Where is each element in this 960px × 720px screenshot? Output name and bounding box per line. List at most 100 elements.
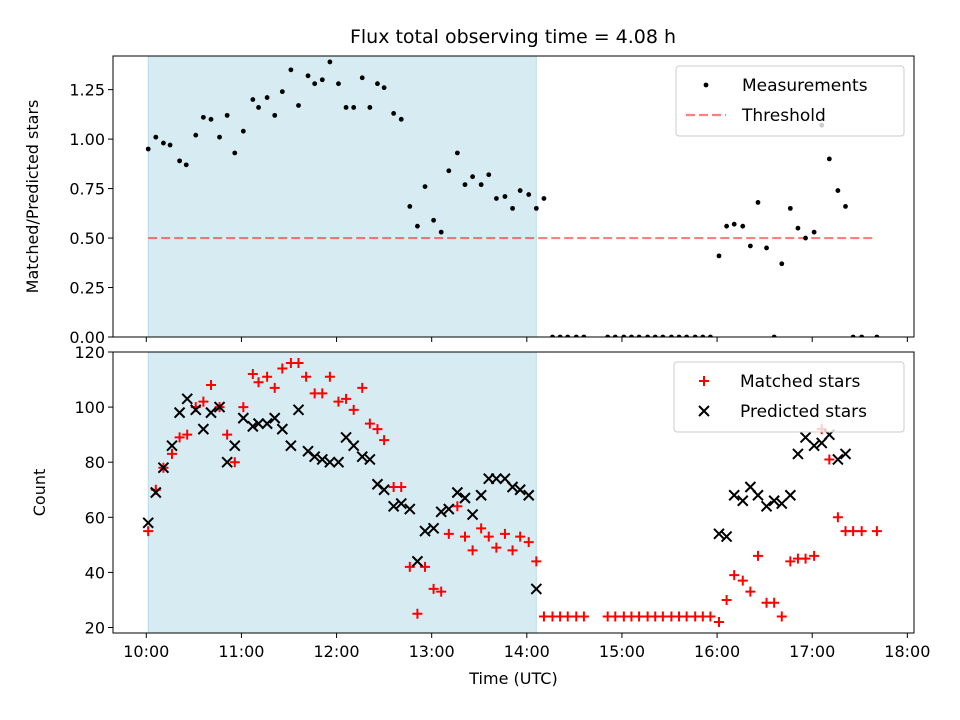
y-tick-label: 0.25 — [69, 279, 105, 298]
matched-star-point — [769, 597, 780, 608]
predicted-star-point — [347, 439, 360, 452]
x-tick-label: 13:00 — [409, 642, 455, 661]
x-tick-label: 18:00 — [884, 642, 930, 661]
measurement-point — [375, 81, 380, 87]
markers — [142, 358, 882, 627]
legend: Matched stars Predicted stars — [673, 361, 905, 433]
predicted-star-point — [364, 453, 376, 466]
measurement-point — [843, 203, 848, 209]
measurement-point — [787, 205, 793, 211]
legend-label: Predicted stars — [740, 402, 867, 422]
matched-star-point — [459, 531, 470, 542]
measurement-point — [565, 334, 571, 337]
matched-star-point — [333, 396, 344, 407]
x-tick-label: 11:00 — [218, 642, 264, 661]
observing-span — [147, 55, 537, 338]
measurement-point — [486, 172, 492, 178]
predicted-star-point — [205, 406, 217, 419]
bottom-panel: 20 40 60 80 100 120 10:00 11:00 12:00 13:00 14:00 1… — [30, 343, 930, 688]
predicted-star-point — [404, 503, 416, 515]
matched-star-point — [341, 393, 352, 404]
matched-star-point — [491, 542, 502, 553]
measurement-point — [874, 334, 880, 337]
predicted-star-point — [292, 404, 305, 416]
matched-star-point — [562, 611, 573, 622]
measurement-point — [240, 128, 246, 134]
predicted-star-point — [713, 528, 725, 540]
measurement-point — [183, 162, 189, 168]
predicted-star-point — [451, 486, 464, 499]
measurement-point — [684, 334, 690, 337]
measurement-point — [850, 334, 856, 337]
predicted-star-point — [792, 448, 804, 460]
measurement-point — [581, 334, 587, 337]
matched-star-point — [523, 537, 534, 548]
matched-star-point — [824, 454, 835, 465]
measurement-point — [407, 203, 413, 209]
predicted-star-point — [776, 497, 788, 510]
matched-star-point — [531, 556, 542, 567]
measurement-point — [740, 223, 746, 229]
measurement-point — [669, 334, 674, 337]
measurement-point — [272, 112, 278, 118]
matched-star-point — [443, 528, 454, 539]
measurement-point — [446, 168, 452, 174]
x-axis-label: Time (UTC) — [468, 669, 557, 688]
predicted-star-point — [506, 481, 519, 493]
measurement-point — [470, 174, 475, 180]
measurement-point — [533, 205, 539, 211]
measurement-point — [250, 97, 256, 102]
legend-label: Measurements — [742, 76, 868, 96]
matched-star-point — [396, 481, 407, 492]
predicted-star-point — [378, 484, 390, 496]
matched-star-point — [198, 396, 209, 407]
matched-star-point — [578, 611, 589, 622]
measurement-point — [826, 156, 832, 162]
measurement-point — [550, 334, 555, 337]
measurement-point — [224, 112, 230, 118]
measurement-point — [708, 334, 713, 337]
matched-star-point — [262, 371, 273, 382]
matched-star-point — [467, 545, 478, 556]
measurement-point — [755, 200, 761, 205]
y-tick-label: 1.25 — [69, 81, 105, 100]
measurement-point — [510, 205, 515, 211]
measurement-point — [716, 253, 722, 259]
predicted-star-point — [808, 439, 820, 452]
axes-frame — [112, 55, 915, 338]
predicted-star-point — [466, 508, 479, 521]
matched-star-point — [357, 382, 368, 393]
matched-star-point — [721, 594, 732, 605]
measurement-point — [288, 67, 294, 73]
legend-marker — [698, 405, 710, 417]
matched-star-point — [364, 418, 375, 429]
measurement-point — [145, 146, 151, 152]
matched-star-point — [856, 526, 867, 537]
matched-star-point — [348, 404, 359, 415]
measurement-point — [803, 235, 808, 241]
measurement-point — [367, 105, 373, 110]
matched-star-point — [848, 526, 859, 537]
markers — [145, 59, 880, 337]
predicted-star-point — [427, 522, 440, 535]
measurement-point — [312, 81, 318, 87]
predicted-star-point — [435, 506, 447, 518]
predicted-star-point — [221, 456, 233, 468]
predicted-star-point — [832, 453, 844, 466]
predicted-star-point — [411, 555, 424, 568]
predicted-star-point — [419, 525, 431, 537]
predicted-star-point — [213, 401, 226, 413]
y-tick-label: 0.75 — [69, 180, 105, 199]
measurement-point — [232, 150, 238, 156]
predicted-star-point — [760, 500, 773, 512]
predicted-star-point — [157, 461, 170, 474]
measurement-point — [771, 334, 777, 337]
predicted-star-point — [523, 489, 535, 501]
measurement-point — [454, 150, 460, 156]
legend-box — [673, 361, 905, 433]
matched-star-point — [610, 611, 621, 622]
predicted-star-point — [720, 530, 733, 543]
measurement-point — [161, 140, 166, 146]
measurement-point — [438, 229, 444, 235]
predicted-star-point — [514, 484, 526, 496]
